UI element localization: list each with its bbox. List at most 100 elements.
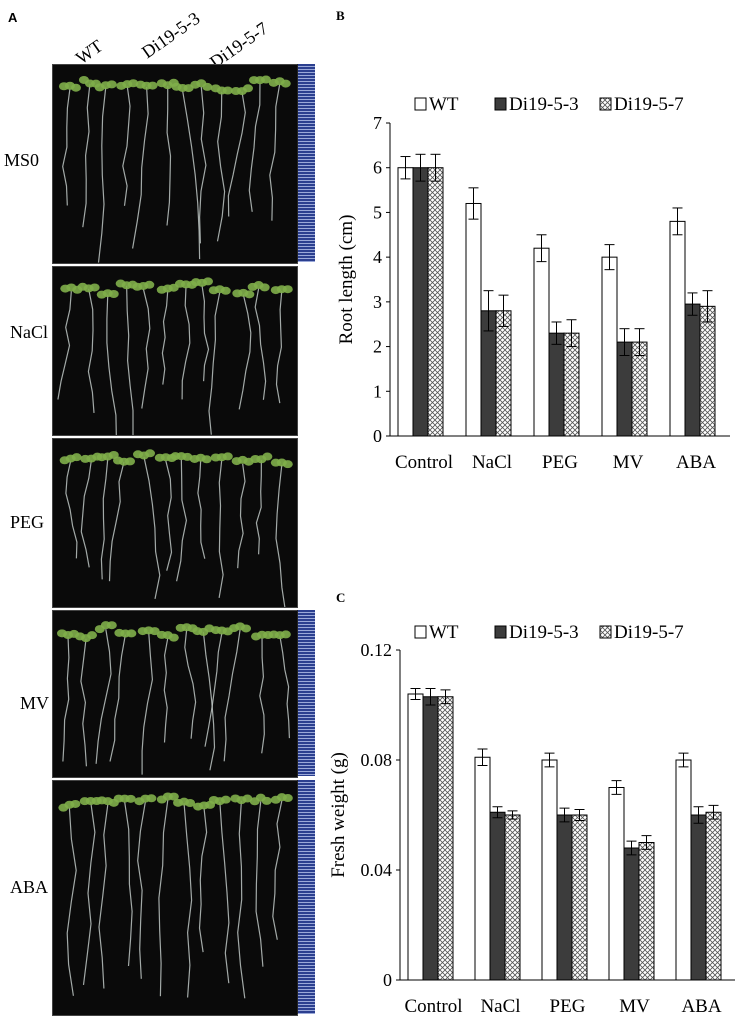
seedling-leaf — [71, 453, 82, 462]
y-tick-label: 4 — [373, 247, 382, 267]
bar-di19-5-7-control — [427, 167, 444, 437]
seedling-photo-aba — [52, 780, 298, 1016]
row-label-aba: ABA — [10, 877, 49, 897]
seedling-root — [98, 804, 109, 989]
x-tick-label: PEG — [542, 452, 578, 473]
seedling-root — [95, 629, 112, 764]
legend-label: Di19-5-3 — [509, 94, 579, 115]
seedling-root — [124, 802, 133, 967]
photo-scale-strip — [297, 610, 315, 776]
seedling-photo-peg — [52, 438, 298, 608]
seedling-leaf — [244, 290, 255, 299]
seedling-root — [248, 83, 261, 212]
bar-wt-peg — [541, 759, 558, 981]
seedling-root — [82, 801, 96, 985]
chart-legend: WT Di19-5-3 Di19-5-7 — [414, 94, 684, 115]
seedling-root — [163, 637, 169, 743]
seedling-root — [143, 456, 161, 600]
seedling-root — [82, 83, 91, 228]
bar-wt-nacl — [474, 756, 491, 981]
bar-di19-5-7-control — [437, 696, 454, 981]
seedling-leaf — [89, 283, 100, 292]
seedling-root — [181, 286, 191, 400]
bar-di19-5-3-nacl — [489, 811, 506, 981]
seedling-root — [97, 87, 107, 263]
panel-letter-b: B — [336, 8, 345, 23]
seedling-leaf — [282, 285, 293, 294]
seedling-root — [202, 631, 216, 771]
row-label-ms0: MS0 — [4, 150, 40, 170]
x-tick-label: MV — [619, 996, 650, 1017]
legend-swatch — [599, 625, 612, 639]
x-tick-label: NaCl — [480, 996, 520, 1017]
bar-di19-5-3-peg — [556, 814, 573, 981]
legend-swatch — [599, 97, 612, 111]
seedling-leaf — [262, 452, 273, 461]
seedling-leaf — [125, 457, 136, 466]
seedling-root — [219, 801, 230, 984]
row-label-mv: MV — [20, 693, 50, 713]
seedling-root — [108, 461, 125, 582]
row-label-nacl: NaCl — [10, 322, 48, 342]
photo-panel: A WT Di19-5-3 Di19-5-7 MS0 NaCl PEG MV A… — [0, 0, 330, 1020]
bar-di19-5-7-aba — [699, 305, 716, 437]
seedling-root — [109, 634, 126, 762]
bar-di19-5-7-nacl — [504, 814, 521, 981]
seedling-root — [65, 460, 78, 559]
seedling-root — [218, 459, 224, 599]
bar-di19-5-3-mv — [623, 847, 640, 981]
seedling-root — [106, 294, 117, 435]
seedling-root — [198, 86, 207, 244]
y-tick-label: 7 — [373, 113, 382, 133]
bar-di19-5-7-peg — [563, 332, 580, 437]
row-label-peg: PEG — [10, 512, 45, 532]
seedling-root — [254, 288, 267, 400]
bar-wt-mv — [601, 256, 618, 437]
seedling-root — [66, 807, 77, 996]
y-tick-label: 0.04 — [361, 860, 393, 880]
seedling-root — [126, 285, 134, 435]
y-tick-label: 0 — [373, 426, 382, 446]
x-tick-label: Control — [395, 452, 453, 473]
x-tick-label: MV — [613, 452, 644, 473]
legend-label: WT — [429, 94, 459, 115]
seedling-leaf — [220, 286, 231, 295]
seedling-root — [259, 638, 265, 754]
photo-scale-strip — [297, 780, 315, 1014]
y-tick-label: 5 — [373, 202, 382, 222]
seedling-root — [182, 90, 201, 260]
seedling-leaf — [261, 796, 272, 805]
seedling-leaf — [168, 792, 179, 801]
seedling-root — [158, 799, 169, 997]
y-tick-label: 2 — [373, 337, 382, 357]
seedling-root — [269, 83, 281, 221]
y-tick-label: 0 — [383, 970, 392, 990]
seedling-root — [197, 460, 206, 559]
seedling-leaf — [202, 277, 213, 286]
y-tick-label: 6 — [373, 158, 382, 178]
seedling-leaf — [282, 794, 293, 803]
bar-wt-peg — [533, 247, 550, 437]
seedling-leaf — [144, 280, 155, 289]
legend-label: Di19-5-7 — [614, 94, 684, 115]
seedling-leaf — [282, 460, 293, 469]
fresh-weight-chart: C WT Di19-5-3 Di19-5-7 0 0.04 0.08 0.12 Fresh we… — [330, 590, 735, 1017]
seedling-leaf — [280, 630, 291, 639]
bar-di19-5-3-peg — [548, 332, 565, 437]
bar-wt-control — [407, 693, 424, 981]
seedling-leaf — [125, 794, 136, 803]
bar-di19-5-3-aba — [690, 814, 707, 981]
y-tick-label: 3 — [373, 292, 382, 312]
x-tick-label: NaCl — [472, 452, 512, 473]
seedling-leaf — [222, 86, 233, 95]
bar-wt-nacl — [465, 202, 482, 437]
seedling-root — [80, 460, 92, 568]
seedling-photo-ms0 — [52, 64, 298, 264]
seedling-leaf — [147, 81, 158, 90]
x-tick-label: Control — [404, 996, 462, 1017]
bar-di19-5-7-peg — [571, 814, 588, 981]
seedling-leaf — [260, 75, 271, 84]
y-axis-title: Root length (cm) — [336, 215, 357, 345]
legend-label: Di19-5-3 — [509, 622, 579, 643]
legend-swatch — [414, 97, 427, 111]
